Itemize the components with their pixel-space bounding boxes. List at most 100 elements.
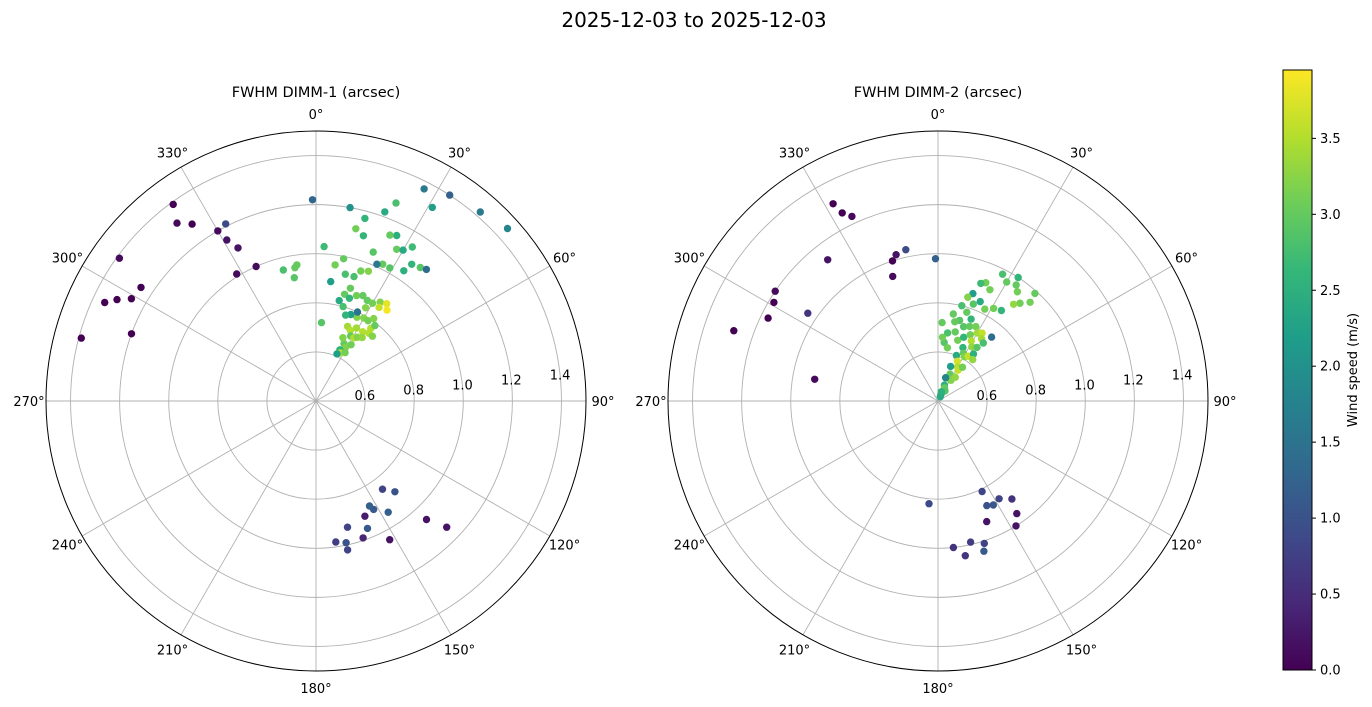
angular-tick-label: 30° [448, 146, 471, 161]
scatter-point [422, 515, 431, 524]
scatter-point [341, 270, 349, 278]
scatter-point [347, 341, 355, 349]
scatter-point [393, 245, 401, 253]
angular-grid-line [81, 265, 317, 402]
scatter-point [1009, 300, 1018, 308]
scatter-point [811, 375, 819, 383]
angular-tick-label: 0° [931, 108, 946, 123]
polar-panel-dimm-2: FWHM DIMM-2 (arcsec) 0.6 0.8 1.0 1.2 1.4 0° 3… [635, 85, 1236, 697]
angular-grid-line [315, 400, 452, 636]
scatter-point [223, 236, 231, 244]
scatter-point [291, 264, 299, 272]
angular-grid-line [315, 166, 452, 402]
scatter-point [961, 552, 969, 560]
panel-title: FWHM DIMM-1 (arcsec) [232, 85, 401, 101]
scatter-point [959, 343, 967, 352]
scatter-point [188, 220, 196, 228]
scatter-point [358, 333, 366, 342]
scatter-point [998, 270, 1007, 278]
scatter-point [386, 264, 394, 272]
scatter-point [980, 547, 988, 555]
scatter-point [951, 318, 959, 326]
radial-tick-label: 0.8 [1025, 384, 1046, 399]
scatter-point [1031, 289, 1039, 298]
angular-tick-labels: 0° 30° 60° 90° 120° 150° 180° 210° 240° 270° 300° 3… [635, 108, 1236, 697]
scatter-point [214, 227, 222, 235]
scatter-point [1016, 299, 1024, 307]
scatter-point [383, 306, 391, 314]
scatter-point [386, 536, 394, 544]
scatter-point [1013, 288, 1022, 296]
scatter-point [730, 327, 738, 335]
scatter-point [343, 546, 352, 554]
scatter-point [951, 328, 959, 336]
scatter-points [730, 200, 1039, 560]
scatter-point [428, 203, 436, 212]
scatter-point [943, 344, 952, 352]
scatter-point [279, 266, 287, 274]
colorbar-gradient [1282, 69, 1313, 671]
angular-tick-label: 120° [1171, 539, 1202, 554]
angular-grid-line [802, 166, 939, 402]
scatter-point [359, 534, 367, 542]
angular-tick-label: 300° [52, 252, 83, 267]
scatter-point [308, 196, 317, 204]
scatter-point [978, 329, 986, 337]
angular-tick-label: 210° [779, 644, 810, 659]
angular-grid-line [315, 265, 551, 402]
scatter-point [804, 309, 812, 317]
scatter-point [446, 191, 454, 199]
angular-tick-label: 330° [157, 146, 188, 161]
angular-tick-label: 240° [52, 539, 83, 554]
scatter-point [946, 362, 955, 371]
angular-tick-labels: 0° 30° 60° 90° 120° 150° 180° 210° 240° 270° 300° 3… [13, 108, 614, 697]
colorbar-tick-label: 1.0 [1320, 512, 1341, 527]
radial-tick-label: 1.4 [1172, 368, 1193, 383]
colorbar-tick-label: 0.5 [1320, 588, 1341, 603]
scatter-point [987, 333, 996, 341]
scatter-point [979, 339, 987, 347]
polar-frame [45, 130, 587, 672]
angular-grid-line [703, 400, 939, 537]
scatter-point [931, 255, 940, 263]
scatter-point [938, 318, 946, 327]
scatter-point [357, 267, 365, 275]
angular-grid-line [802, 400, 939, 636]
angular-tick-label: 180° [922, 682, 953, 697]
scatter-point [888, 257, 897, 265]
colorbar-ticks: 0.0 0.5 1.0 1.5 2.0 2.5 3.0 3.5 [1312, 132, 1341, 679]
panel-title: FWHM DIMM-2 (arcsec) [854, 85, 1023, 101]
scatter-point [346, 326, 355, 335]
scatter-point [976, 297, 984, 306]
scatter-point [335, 296, 343, 305]
scatter-point [967, 337, 975, 345]
scatter-point [1008, 495, 1016, 503]
scatter-point [290, 274, 298, 282]
scatter-point [943, 329, 952, 337]
radial-tick-label: 1.0 [1074, 379, 1095, 394]
angular-tick-label: 60° [1175, 252, 1198, 267]
scatter-point [989, 501, 997, 509]
scatter-point [959, 323, 968, 331]
scatter-point [375, 303, 383, 312]
angular-tick-label: 150° [444, 644, 475, 659]
scatter-point [1003, 278, 1011, 286]
scatter-point [127, 295, 136, 303]
scatter-point [966, 538, 975, 546]
scatter-point [127, 330, 136, 338]
scatter-point [476, 208, 484, 216]
angular-tick-label: 330° [779, 146, 810, 161]
scatter-point [379, 260, 387, 268]
scatter-point [958, 363, 967, 371]
scatter-point [173, 219, 181, 227]
scatter-point [341, 348, 349, 357]
scatter-point [361, 214, 369, 223]
scatter-point [997, 306, 1006, 315]
colorbar-tick-label: 3.5 [1320, 132, 1341, 147]
scatter-point [969, 355, 977, 364]
angular-grid-line [937, 400, 1173, 537]
scatter-point [949, 310, 957, 318]
scatter-point [359, 328, 367, 336]
scatter-point [359, 291, 367, 300]
scatter-point [400, 267, 408, 275]
